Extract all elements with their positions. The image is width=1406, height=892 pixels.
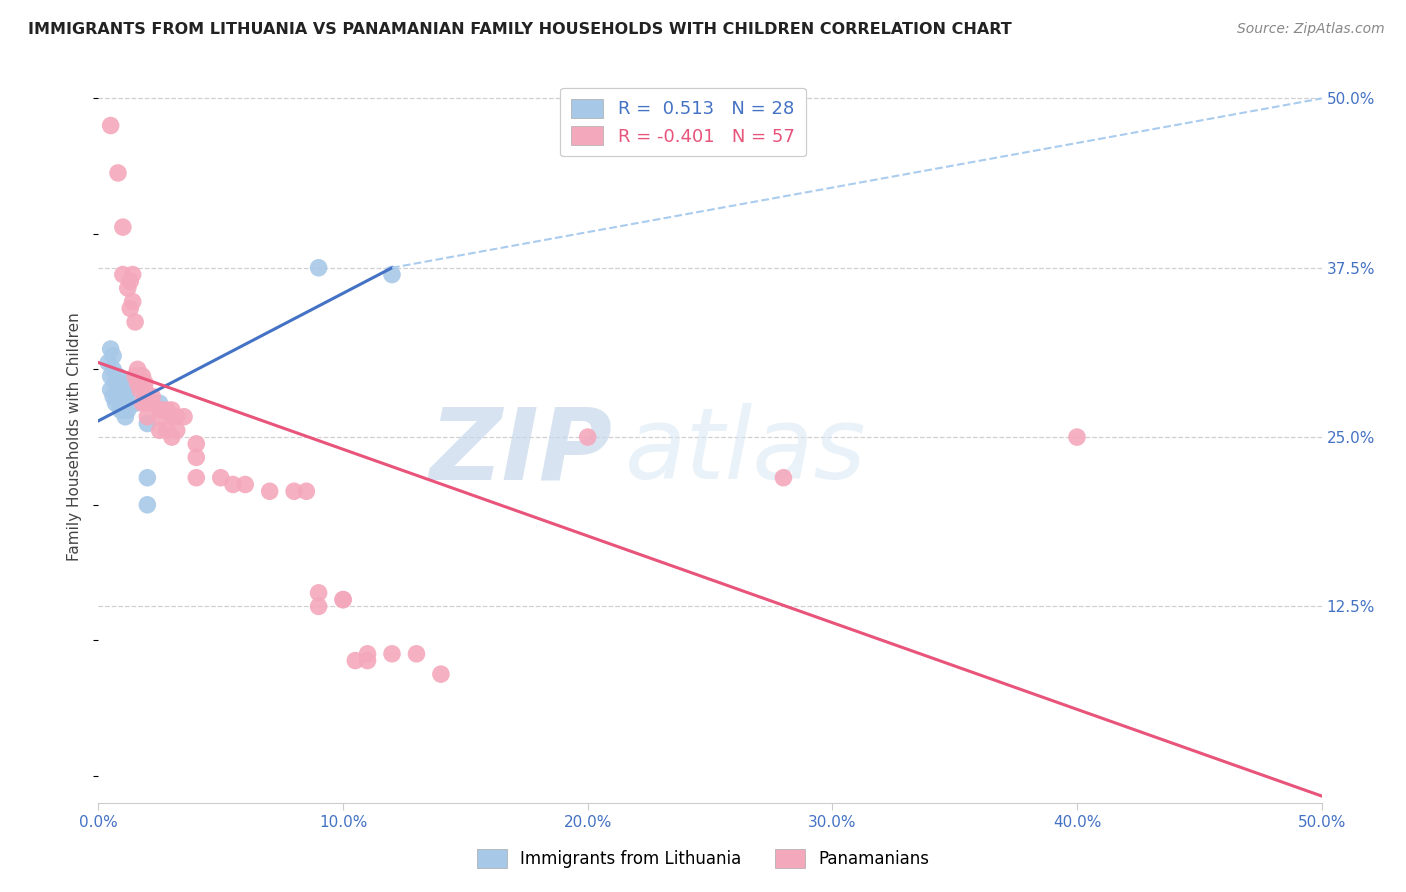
Point	[381, 647, 404, 661]
Point	[332, 592, 354, 607]
Point	[111, 268, 134, 282]
Point	[136, 409, 159, 424]
Point	[166, 423, 188, 437]
Point	[308, 260, 330, 275]
Point	[117, 403, 139, 417]
Text: Source: ZipAtlas.com: Source: ZipAtlas.com	[1237, 22, 1385, 37]
Point	[356, 647, 378, 661]
Point	[308, 599, 330, 614]
Point	[129, 369, 152, 384]
Point	[134, 376, 156, 390]
Point	[127, 376, 149, 390]
Point	[124, 396, 146, 410]
Point	[110, 403, 132, 417]
Point	[120, 301, 142, 316]
Point	[186, 437, 208, 451]
Point	[134, 383, 156, 397]
Point	[100, 383, 122, 397]
Point	[233, 477, 256, 491]
Point	[430, 667, 453, 681]
Point	[117, 383, 139, 397]
Legend: Immigrants from Lithuania, Panamanians: Immigrants from Lithuania, Panamanians	[470, 843, 936, 875]
Point	[576, 430, 599, 444]
Point	[104, 376, 127, 390]
Point	[186, 471, 208, 485]
Point	[160, 430, 183, 444]
Point	[121, 294, 143, 309]
Point	[114, 389, 136, 403]
Point	[131, 396, 153, 410]
Point	[1066, 430, 1088, 444]
Point	[104, 396, 127, 410]
Point	[101, 349, 124, 363]
Point	[136, 498, 159, 512]
Legend: R =  0.513   N = 28, R = -0.401   N = 57: R = 0.513 N = 28, R = -0.401 N = 57	[560, 87, 806, 156]
Point	[149, 409, 172, 424]
Point	[111, 403, 134, 417]
Point	[166, 409, 188, 424]
Point	[160, 403, 183, 417]
Point	[149, 396, 172, 410]
Point	[344, 654, 367, 668]
Point	[100, 119, 122, 133]
Point	[186, 450, 208, 465]
Point	[120, 274, 142, 288]
Point	[209, 471, 232, 485]
Point	[124, 369, 146, 384]
Point	[107, 369, 129, 384]
Point	[283, 484, 305, 499]
Point	[136, 471, 159, 485]
Point	[111, 383, 134, 397]
Point	[114, 409, 136, 424]
Point	[141, 389, 163, 403]
Point	[308, 586, 330, 600]
Point	[136, 389, 159, 403]
Point	[97, 355, 120, 369]
Point	[124, 315, 146, 329]
Point	[141, 396, 163, 410]
Point	[121, 268, 143, 282]
Point	[160, 409, 183, 424]
Point	[111, 220, 134, 235]
Point	[107, 166, 129, 180]
Point	[173, 409, 195, 424]
Point	[156, 403, 179, 417]
Point	[156, 423, 179, 437]
Text: atlas: atlas	[624, 403, 866, 500]
Point	[100, 342, 122, 356]
Point	[101, 362, 124, 376]
Point	[101, 389, 124, 403]
Point	[117, 281, 139, 295]
Point	[136, 396, 159, 410]
Point	[110, 376, 132, 390]
Point	[332, 592, 354, 607]
Point	[127, 362, 149, 376]
Point	[149, 423, 172, 437]
Point	[772, 471, 794, 485]
Y-axis label: Family Households with Children: Family Households with Children	[67, 313, 83, 561]
Point	[259, 484, 281, 499]
Point	[131, 369, 153, 384]
Point	[129, 383, 152, 397]
Point	[381, 268, 404, 282]
Point	[356, 654, 378, 668]
Point	[405, 647, 427, 661]
Point	[136, 417, 159, 431]
Point	[120, 376, 142, 390]
Text: ZIP: ZIP	[429, 403, 612, 500]
Point	[100, 369, 122, 384]
Point	[111, 396, 134, 410]
Text: IMMIGRANTS FROM LITHUANIA VS PANAMANIAN FAMILY HOUSEHOLDS WITH CHILDREN CORRELAT: IMMIGRANTS FROM LITHUANIA VS PANAMANIAN …	[28, 22, 1012, 37]
Point	[107, 389, 129, 403]
Point	[222, 477, 245, 491]
Point	[150, 403, 173, 417]
Point	[295, 484, 318, 499]
